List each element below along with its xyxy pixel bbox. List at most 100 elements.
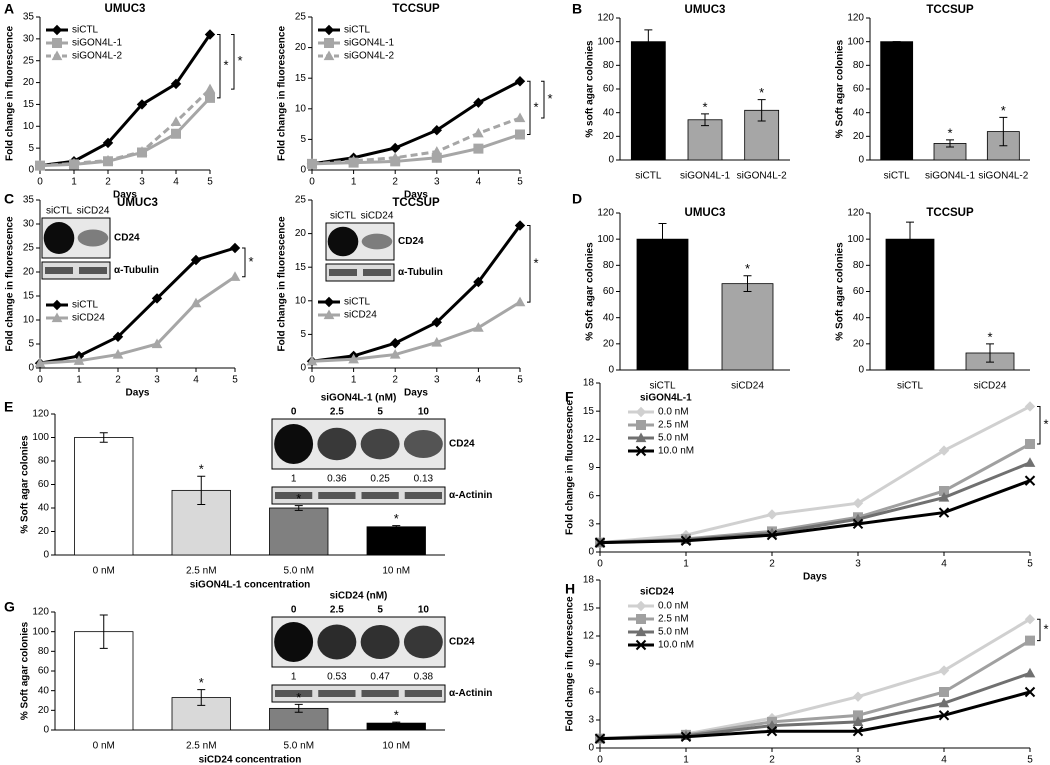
data-point xyxy=(1024,401,1036,412)
y-tick-label: 3 xyxy=(588,715,594,726)
error-bar xyxy=(392,721,401,725)
legend-marker xyxy=(323,309,335,320)
y-tick-label: 20 xyxy=(853,131,865,142)
x-tick-label: 5.0 nM xyxy=(283,741,314,752)
legend-marker xyxy=(323,24,335,36)
data-point xyxy=(938,665,950,676)
blot-band xyxy=(274,424,314,464)
blot-lane-label: siCTL xyxy=(330,211,357,222)
x-tick-label: siCD24 xyxy=(731,381,764,392)
data-point xyxy=(514,112,526,123)
error-bar xyxy=(946,139,954,148)
error-bar xyxy=(906,221,914,257)
blot-lane-label: 10 xyxy=(418,605,430,616)
legend-marker xyxy=(635,626,647,637)
bar xyxy=(630,41,666,161)
legend-title: siGON4L-1 xyxy=(640,393,692,404)
y-tick-label: 20 xyxy=(23,267,35,278)
significance-star: * xyxy=(533,99,538,114)
data-point xyxy=(34,357,46,368)
x-tick-label: 3 xyxy=(434,177,440,188)
y-axis-label: % Soft agar colonies xyxy=(835,39,846,138)
series-line xyxy=(599,442,1031,545)
data-point xyxy=(938,710,950,721)
data-point xyxy=(34,160,46,170)
y-tick-label: 25 xyxy=(23,55,35,66)
y-tick-label: 6 xyxy=(588,687,594,698)
data-point xyxy=(1024,457,1036,467)
series-line xyxy=(311,79,521,166)
legend-marker xyxy=(51,50,63,61)
y-tick-label: 80 xyxy=(603,60,615,71)
y-tick-label: 12 xyxy=(583,631,595,642)
y-tick-label: 100 xyxy=(597,36,614,47)
blot-band xyxy=(275,492,313,499)
legend-marker xyxy=(635,639,647,651)
blot-band-label: CD24 xyxy=(449,637,475,648)
y-tick-label: 5 xyxy=(300,134,306,145)
blot-lane-label: siCTL xyxy=(46,206,73,217)
blot-band xyxy=(361,690,399,697)
legend-marker xyxy=(323,296,335,308)
blot-quant: 0.47 xyxy=(370,672,390,683)
data-point xyxy=(204,29,216,40)
x-tick-label: 5 xyxy=(517,177,523,188)
x-tick-label: 5 xyxy=(207,177,213,188)
data-point xyxy=(102,154,114,165)
blot-header: siGON4L-1 (nM) xyxy=(321,393,397,404)
blot-band xyxy=(360,624,400,660)
y-tick-label: 25 xyxy=(23,243,35,254)
legend-marker xyxy=(51,312,63,323)
y-tick-label: 0 xyxy=(43,550,49,561)
blot-band xyxy=(79,267,107,274)
chart-title: UMUC3 xyxy=(105,3,146,15)
x-axis-label: Days xyxy=(404,388,428,399)
x-tick-label: 3 xyxy=(154,375,160,386)
data-point xyxy=(73,355,85,365)
x-tick-label: 3 xyxy=(855,559,861,570)
legend-marker xyxy=(52,38,62,48)
y-tick-label: 20 xyxy=(853,338,865,349)
legend-label: 5.0 nM xyxy=(658,433,689,444)
data-point xyxy=(431,125,443,136)
blot-lane-label: 5 xyxy=(377,605,383,616)
y-tick-label: 10 xyxy=(295,295,307,306)
x-axis-label: Days xyxy=(113,190,137,201)
y-tick-label: 0 xyxy=(608,155,614,166)
data-point xyxy=(136,99,148,110)
bar xyxy=(269,507,329,556)
y-tick-label: 120 xyxy=(32,409,49,420)
legend-marker xyxy=(635,445,647,457)
x-tick-label: 2 xyxy=(392,177,398,188)
significance-star: * xyxy=(199,462,204,477)
data-point xyxy=(766,529,778,541)
y-tick-label: 100 xyxy=(32,626,49,637)
x-tick-label: 10 nM xyxy=(382,741,410,752)
y-tick-label: 20 xyxy=(295,228,307,239)
panel-letter: A xyxy=(4,1,14,17)
error-bar xyxy=(294,703,303,713)
y-tick-label: 60 xyxy=(603,286,615,297)
y-tick-label: 120 xyxy=(32,607,49,618)
x-tick-label: 4 xyxy=(941,755,947,765)
y-tick-label: 15 xyxy=(583,406,595,417)
error-bar xyxy=(644,29,653,54)
blot-band-label: α-Actinin xyxy=(449,688,492,699)
blot-frame xyxy=(41,261,111,280)
legend-label: siGON4L-1 xyxy=(344,38,394,49)
legend-label: 10.0 nM xyxy=(658,446,694,457)
data-point xyxy=(68,157,80,168)
data-point xyxy=(515,129,525,140)
y-axis-label: % Soft agar colonies xyxy=(585,242,596,341)
legend-label: siCTL xyxy=(72,25,99,36)
blot-band xyxy=(317,427,357,461)
blot-band-label: α-Actinin xyxy=(449,490,492,501)
error-bar xyxy=(658,222,667,256)
y-tick-label: 15 xyxy=(295,262,307,273)
data-point xyxy=(151,293,163,304)
x-axis-label: Days xyxy=(803,572,827,583)
data-point xyxy=(389,337,401,349)
data-point xyxy=(348,353,359,364)
series-line xyxy=(39,33,212,168)
blot-frame xyxy=(271,486,446,505)
